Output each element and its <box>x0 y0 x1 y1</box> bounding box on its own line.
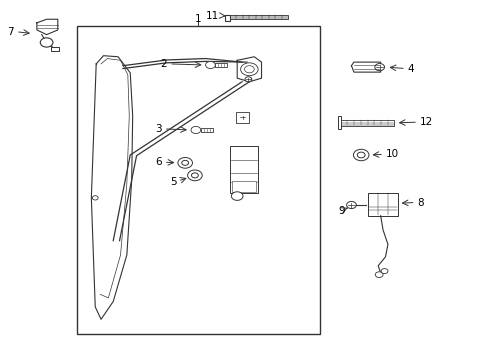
Circle shape <box>92 196 98 200</box>
Bar <box>201 128 212 132</box>
Text: 12: 12 <box>419 117 432 127</box>
Circle shape <box>353 149 368 161</box>
Text: 7: 7 <box>7 27 14 37</box>
Circle shape <box>374 272 382 278</box>
Circle shape <box>244 66 254 73</box>
Text: 8: 8 <box>416 198 423 207</box>
Circle shape <box>240 63 258 76</box>
Circle shape <box>205 62 215 68</box>
Text: 4: 4 <box>407 64 414 73</box>
Bar <box>235 112 249 123</box>
Text: 1: 1 <box>195 14 201 23</box>
Circle shape <box>357 152 365 158</box>
Circle shape <box>182 160 188 165</box>
Circle shape <box>191 126 201 134</box>
Text: 6: 6 <box>155 157 162 167</box>
Circle shape <box>380 269 387 274</box>
Polygon shape <box>37 19 58 35</box>
Bar <box>215 63 227 67</box>
Bar <box>229 15 287 19</box>
Circle shape <box>374 64 384 71</box>
Bar <box>229 146 258 193</box>
Circle shape <box>40 38 53 47</box>
Circle shape <box>178 157 192 168</box>
Text: 5: 5 <box>169 177 176 187</box>
Polygon shape <box>351 62 380 72</box>
Polygon shape <box>237 57 261 82</box>
Circle shape <box>244 77 251 82</box>
Text: 2: 2 <box>160 59 166 69</box>
Text: 3: 3 <box>155 124 162 134</box>
Circle shape <box>346 202 356 208</box>
Bar <box>340 120 393 126</box>
Text: 9: 9 <box>338 206 345 216</box>
Bar <box>77 26 319 334</box>
Circle shape <box>187 170 202 181</box>
Bar <box>51 47 59 51</box>
Text: 10: 10 <box>385 149 398 159</box>
Polygon shape <box>91 56 132 319</box>
Circle shape <box>239 115 245 120</box>
Bar <box>224 15 229 21</box>
Circle shape <box>191 173 198 178</box>
Bar <box>232 181 255 192</box>
Circle shape <box>231 192 243 201</box>
Bar <box>368 193 397 216</box>
Text: 11: 11 <box>205 11 218 21</box>
Bar <box>337 116 340 129</box>
